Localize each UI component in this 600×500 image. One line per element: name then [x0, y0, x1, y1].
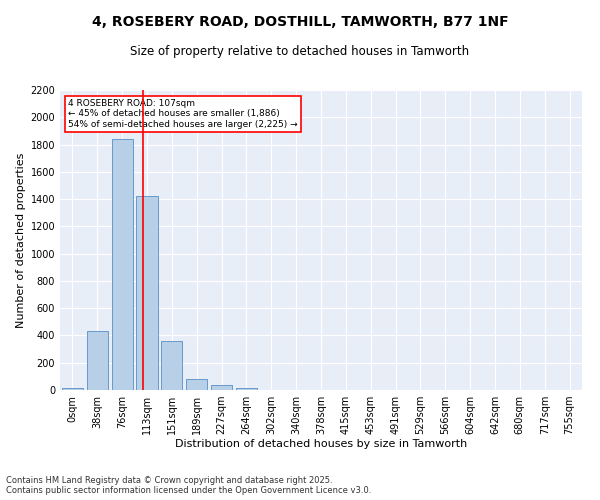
Bar [112, 139, 133, 390]
Text: Size of property relative to detached houses in Tamworth: Size of property relative to detached ho… [130, 45, 470, 58]
Y-axis label: Number of detached properties: Number of detached properties [16, 152, 26, 328]
Bar [87, 332, 108, 390]
Text: Contains HM Land Registry data © Crown copyright and database right 2025.
Contai: Contains HM Land Registry data © Crown c… [6, 476, 371, 495]
Bar [136, 196, 158, 390]
X-axis label: Distribution of detached houses by size in Tamworth: Distribution of detached houses by size … [175, 438, 467, 448]
Bar [161, 341, 182, 390]
Bar [186, 379, 207, 390]
Text: 4 ROSEBERY ROAD: 107sqm
← 45% of detached houses are smaller (1,886)
54% of semi: 4 ROSEBERY ROAD: 107sqm ← 45% of detache… [68, 99, 298, 129]
Text: 4, ROSEBERY ROAD, DOSTHILL, TAMWORTH, B77 1NF: 4, ROSEBERY ROAD, DOSTHILL, TAMWORTH, B7… [92, 15, 508, 29]
Bar [236, 388, 257, 390]
Bar [62, 388, 83, 390]
Bar [211, 385, 232, 390]
